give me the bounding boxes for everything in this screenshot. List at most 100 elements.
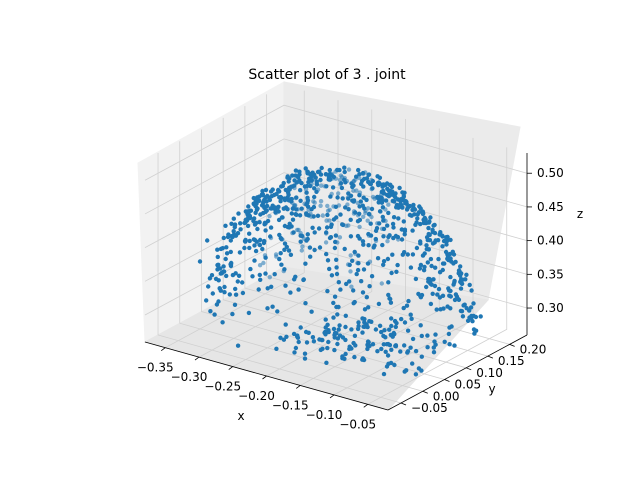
scatter-point <box>215 262 220 268</box>
scatter-point <box>296 179 302 184</box>
scatter-point <box>431 345 436 350</box>
scatter-point <box>290 217 296 222</box>
scatter-point <box>216 299 221 304</box>
scatter-point <box>349 284 354 289</box>
scatter-point <box>417 266 423 271</box>
scatter-point <box>336 304 341 310</box>
scatter-point <box>355 219 361 224</box>
scatter-point <box>303 329 309 335</box>
scatter-point <box>316 226 322 231</box>
tick-labels: −0.35−0.30−0.25−0.20−0.15−0.10−0.05−0.05… <box>137 166 564 431</box>
scatter-point <box>355 200 360 206</box>
scatter-point <box>469 288 474 293</box>
scatter-point <box>440 267 445 273</box>
scatter-point <box>450 249 455 254</box>
scatter-point <box>332 347 337 353</box>
scatter-point <box>263 228 268 233</box>
y-grid-line <box>266 94 510 345</box>
scatter-point <box>360 330 365 335</box>
scatter-point <box>285 174 290 179</box>
scatter-point <box>332 245 338 251</box>
scatter-point <box>312 186 317 191</box>
scatter-point <box>410 336 416 342</box>
z-grid-line <box>144 104 528 181</box>
scatter-point <box>287 221 292 226</box>
y-grid-line <box>157 152 402 404</box>
scatter-point <box>471 327 477 332</box>
scatter-point <box>338 287 343 292</box>
scatter-point <box>400 252 405 257</box>
scatter-point <box>319 165 324 171</box>
scatter-point <box>318 199 324 204</box>
scatter-point <box>404 303 410 308</box>
scatter-point <box>370 342 376 347</box>
scatter-point <box>284 244 289 250</box>
scatter-point <box>254 220 259 226</box>
scatter-point <box>409 316 414 321</box>
scatter-point <box>433 332 438 337</box>
scatter-point <box>369 186 374 192</box>
scatter-point <box>291 331 297 337</box>
scatter-point <box>309 177 314 182</box>
scatter-point <box>402 320 408 325</box>
x-tick-label: −0.05 <box>339 417 376 431</box>
scatter-point <box>353 251 358 256</box>
scatter-point <box>318 203 323 208</box>
scatter-point <box>252 243 257 248</box>
scatter-point <box>329 171 335 177</box>
scatter-point <box>355 213 361 218</box>
scatter-point <box>242 238 248 244</box>
scatter-point <box>215 254 220 260</box>
scatter-point <box>366 233 372 238</box>
scatter-point <box>248 266 253 272</box>
scatter-point <box>349 327 354 332</box>
scatter-point <box>277 195 282 200</box>
scatter-point <box>323 317 328 322</box>
x-tick-label: −0.10 <box>306 408 343 422</box>
scatter-point <box>220 320 225 325</box>
scatter-point <box>388 182 393 187</box>
scatter-point <box>382 328 387 333</box>
scatter-point <box>457 269 462 274</box>
scatter-point <box>218 288 223 293</box>
x-tick-mark <box>363 404 368 408</box>
scatter-point <box>247 238 252 244</box>
scatter-point <box>309 309 314 314</box>
scatter-point <box>403 201 408 206</box>
scatter-point <box>458 264 463 269</box>
scatter-point <box>327 266 332 272</box>
scatter-point <box>230 234 235 240</box>
scatter-point <box>381 182 386 187</box>
scatter-point <box>247 245 252 251</box>
scatter-point <box>267 214 272 219</box>
scatter-point <box>418 206 423 211</box>
scatter-point <box>279 262 284 267</box>
scatter-point <box>351 301 356 306</box>
scatter-point <box>458 286 464 291</box>
scatter-point <box>221 264 226 269</box>
scatter-point <box>399 237 405 242</box>
scatter-point <box>206 284 211 289</box>
scatter-point <box>383 218 388 224</box>
scatter-point <box>410 361 415 366</box>
scatter-point <box>212 312 217 317</box>
scatter-point <box>325 322 330 327</box>
scatter-point <box>401 194 406 199</box>
x-tick-mark <box>296 385 301 389</box>
scatter-point <box>263 271 268 276</box>
scatter-point <box>361 267 367 272</box>
scatter-point <box>424 284 429 290</box>
scatter-point <box>236 273 242 278</box>
scatter-point <box>310 335 316 340</box>
scatter-point <box>364 176 370 181</box>
scatter-point <box>366 172 371 177</box>
scatter-point <box>383 349 388 354</box>
scatter-point <box>354 188 359 193</box>
scatter-point <box>272 205 278 210</box>
y-tick-mark <box>487 355 494 359</box>
scatter-point <box>369 214 374 220</box>
scatter-point <box>381 234 386 239</box>
scatter-point <box>251 237 257 242</box>
scatter-point <box>297 169 302 174</box>
scatter-point <box>277 232 282 238</box>
